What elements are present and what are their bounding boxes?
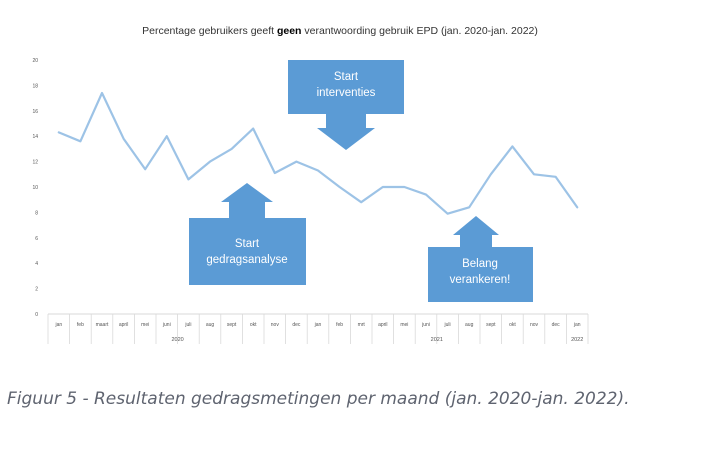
- x-axis: jan feb maart april mei juni juli aug sept okt nov…: [47, 313, 589, 344]
- callout-belang-verankeren-line-2: verankeren!: [450, 274, 511, 286]
- callouts: Start interventies Start gedragsanalyse …: [189, 60, 533, 302]
- x-tick-label: sept: [227, 322, 237, 328]
- y-tick-label: 10: [32, 185, 38, 191]
- callout-start-gedragsanalyse-shape: [189, 183, 306, 285]
- x-tick-label: april: [378, 322, 387, 328]
- callout-start-gedragsanalyse-line-1: Start: [235, 238, 260, 250]
- y-tick-label: 8: [35, 210, 38, 216]
- x-tick-label: juli: [184, 322, 191, 328]
- y-tick-label: 0: [35, 312, 38, 318]
- x-tick-label: aug: [465, 322, 474, 328]
- callout-belang-verankeren-shape: [428, 216, 533, 302]
- y-tick-label: 18: [32, 83, 38, 89]
- callout-belang-verankeren: Belang verankeren!: [428, 216, 533, 302]
- callout-start-interventies-line-2: interventies: [317, 87, 376, 99]
- callout-start-interventies: Start interventies: [288, 60, 404, 150]
- x-tick-label: maart: [96, 322, 109, 328]
- x-tick-label: feb: [336, 322, 343, 328]
- x-year-label: 2020: [171, 337, 183, 343]
- y-axis: 0 2 4 6 8 10 12 14 16 18 20: [32, 58, 38, 318]
- callout-belang-verankeren-line-1: Belang: [462, 258, 498, 270]
- y-tick-label: 2: [35, 287, 38, 293]
- series-line: [57, 91, 579, 215]
- chart-title-suffix: verantwoording gebruik EPD (jan. 2020-ja…: [301, 25, 537, 37]
- x-tick-label: juli: [444, 322, 451, 328]
- x-tick-label: okt: [250, 322, 257, 328]
- x-tick-label: sept: [486, 322, 496, 328]
- y-tick-label: 20: [32, 58, 38, 64]
- x-tick-label: jan: [54, 322, 62, 328]
- x-tick-label: jan: [573, 322, 581, 328]
- x-tick-label: juni: [421, 322, 430, 328]
- x-tick-label: jan: [314, 322, 322, 328]
- y-tick-label: 16: [32, 109, 38, 115]
- callout-start-interventies-line-1: Start: [334, 71, 359, 83]
- x-tick-label: nov: [530, 322, 539, 328]
- x-tick-label: mei: [400, 322, 408, 328]
- y-tick-label: 12: [32, 160, 38, 166]
- callout-start-interventies-shape: [288, 60, 404, 150]
- line-chart: Percentage gebruikers geeft geen verantw…: [32, 25, 589, 344]
- x-tick-label: mrt: [358, 322, 366, 328]
- x-tick-label: feb: [77, 322, 84, 328]
- callout-start-gedragsanalyse: Start gedragsanalyse: [189, 183, 306, 285]
- x-tick-label: aug: [206, 322, 215, 328]
- chart-title-prefix: Percentage gebruikers geeft: [142, 25, 277, 37]
- x-tick-label: april: [119, 322, 128, 328]
- x-tick-label: okt: [509, 322, 516, 328]
- x-tick-label: dec: [552, 322, 561, 328]
- x-year-label: 2021: [431, 337, 443, 343]
- y-tick-label: 6: [35, 236, 38, 242]
- callout-start-gedragsanalyse-line-2: gedragsanalyse: [206, 254, 287, 266]
- figure-caption: Figuur 5 - Resultaten gedragsmetingen pe…: [7, 389, 630, 409]
- chart-title: Percentage gebruikers geeft geen verantw…: [142, 25, 538, 37]
- x-tick-label: mei: [141, 322, 149, 328]
- x-tick-label: juni: [162, 322, 171, 328]
- chart-title-bold: geen: [277, 25, 302, 37]
- y-tick-label: 14: [32, 134, 38, 140]
- x-tick-label: dec: [292, 322, 301, 328]
- y-tick-label: 4: [35, 261, 38, 267]
- x-tick-label: nov: [271, 322, 280, 328]
- x-year-label: 2022: [571, 337, 583, 343]
